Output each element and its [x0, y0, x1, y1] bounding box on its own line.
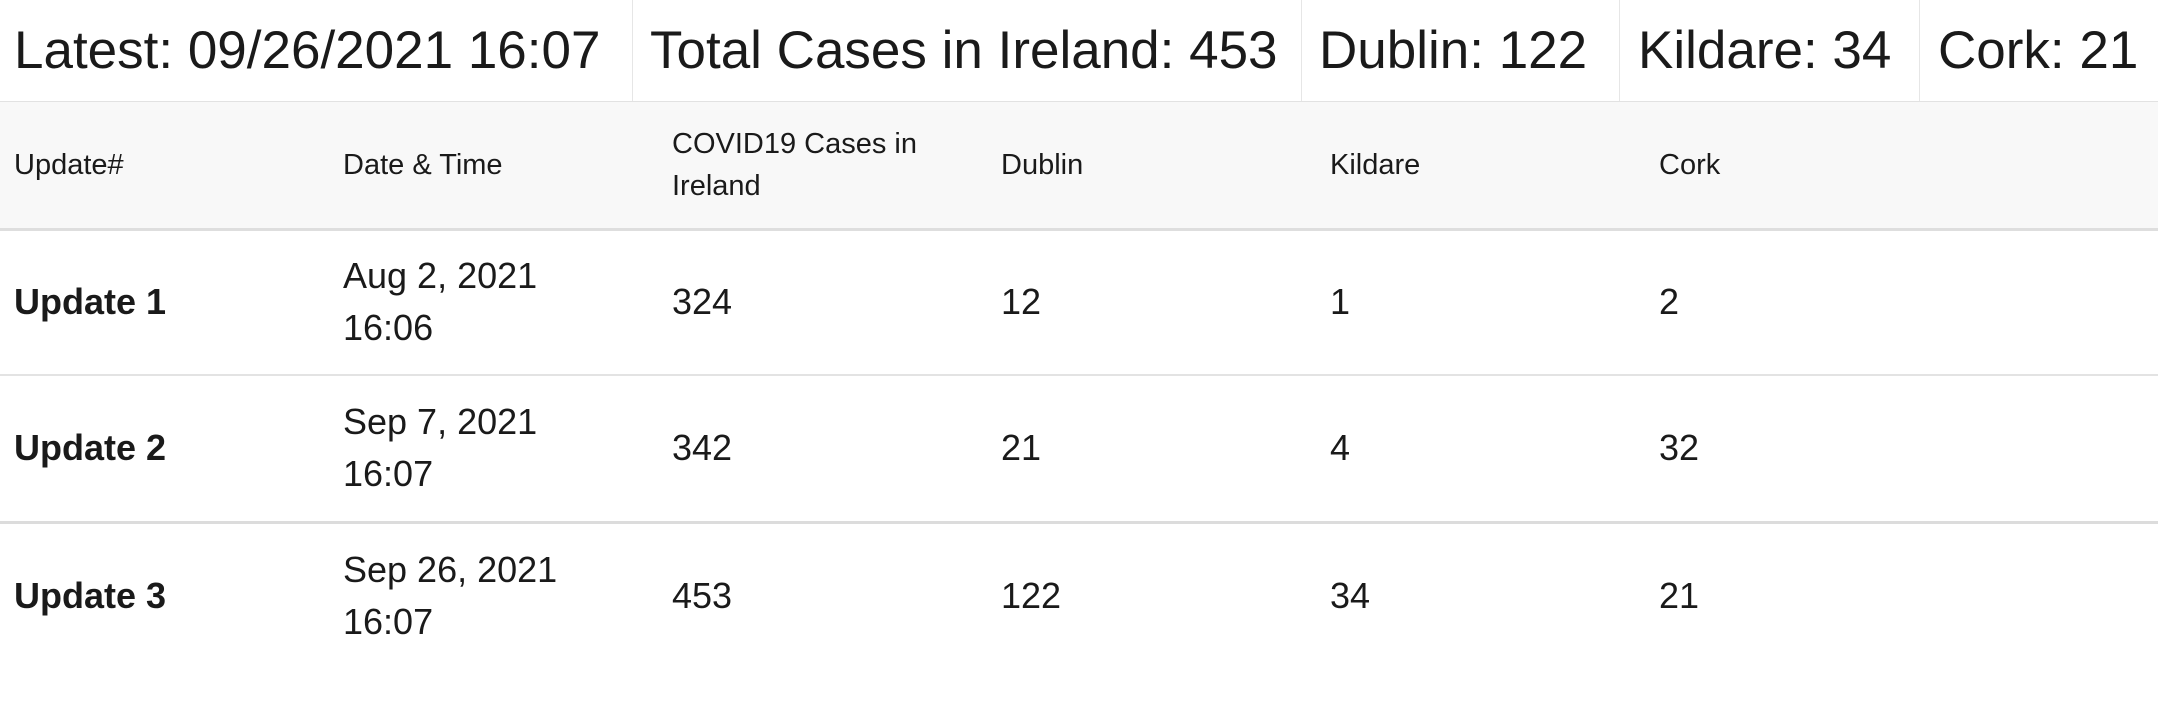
- header-cork: Cork: [1645, 102, 2158, 231]
- update-label: Update 1: [0, 229, 329, 376]
- ireland-cases-cell: 324: [658, 229, 987, 376]
- time-text: 16:07: [343, 453, 434, 495]
- summary-bar: Latest: 09/26/2021 16:07 Total Cases in …: [0, 0, 2158, 102]
- dublin-cell: 122: [1001, 574, 1062, 616]
- cork-cell: 2: [1645, 229, 2158, 376]
- header-row: Update# Date & Time COVID19 Cases in Ire…: [0, 102, 2158, 231]
- time-text: 16:07: [343, 600, 434, 642]
- header-update: Update#: [0, 102, 329, 231]
- latest-update-stat: Latest: 09/26/2021 16:07: [0, 0, 633, 101]
- header-kildare: Kildare: [1316, 102, 1645, 231]
- date-time-cell: Sep 7, 2021 16:07: [329, 375, 658, 524]
- header-ireland-line2: Ireland: [672, 169, 761, 202]
- ireland-cases-cell: 453: [672, 574, 733, 616]
- cork-cell: 21: [1659, 574, 1700, 616]
- kildare-cell: 1: [1316, 229, 1645, 376]
- update-label: Update 2: [0, 375, 329, 524]
- date-time-cell: Sep 26, 2021 16:07: [329, 522, 658, 668]
- kildare-cell: 4: [1316, 375, 1645, 524]
- date-time-cell: Aug 2, 2021 16:06: [329, 229, 658, 376]
- date-text: Sep 26, 2021: [343, 548, 558, 590]
- header-ireland-cases: COVID19 Cases in Ireland: [658, 102, 987, 231]
- table-body: Update 1 Aug 2, 2021 16:06 324 12 1 2 Up…: [0, 229, 2158, 668]
- update-label: Update 3: [14, 574, 167, 616]
- time-text: 16:06: [343, 307, 434, 349]
- ireland-cases-cell: 342: [658, 375, 987, 524]
- table-row: Update 2 Sep 7, 2021 16:07 342 21 4 32: [0, 375, 2158, 524]
- header-date-time: Date & Time: [329, 102, 658, 231]
- kildare-stat: Kildare: 34: [1620, 0, 1920, 101]
- dublin-cell: 21: [987, 375, 1316, 524]
- header-dublin: Dublin: [987, 102, 1316, 231]
- cork-cell: 32: [1645, 375, 2158, 524]
- cork-stat: Cork: 21: [1938, 21, 2139, 80]
- table-row: Update 3 Sep 26, 2021 16:07 453 122 34 2…: [0, 522, 2158, 668]
- total-cases-stat: Total Cases in Ireland: 453: [633, 0, 1302, 101]
- table-row: Update 1 Aug 2, 2021 16:06 324 12 1 2: [0, 229, 2158, 376]
- dublin-stat: Dublin: 122: [1302, 0, 1620, 101]
- date-text: Aug 2, 2021: [343, 255, 538, 297]
- table-header: Update# Date & Time COVID19 Cases in Ire…: [0, 102, 2158, 231]
- header-ireland-line1: COVID19 Cases in: [672, 127, 917, 160]
- kildare-cell: 34: [1330, 574, 1371, 616]
- cases-table: Update# Date & Time COVID19 Cases in Ire…: [0, 102, 2158, 668]
- dublin-cell: 12: [987, 229, 1316, 376]
- date-text: Sep 7, 2021: [343, 401, 538, 443]
